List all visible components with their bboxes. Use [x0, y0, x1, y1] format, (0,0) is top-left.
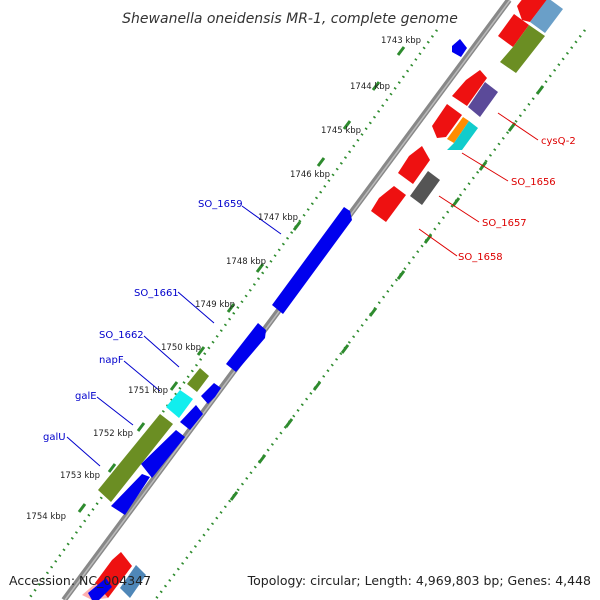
kbp-label: 1746 kbp: [290, 170, 330, 180]
kbp-label: 1748 kbp: [226, 257, 266, 267]
topology-text: Topology: circular; Length: 4,969,803 bp…: [247, 573, 591, 588]
kbp-label: 1754 kbp: [26, 512, 66, 522]
gene-label[interactable]: cysQ-2: [541, 136, 576, 147]
gene-label[interactable]: SO_1657: [482, 218, 527, 229]
gene-feature[interactable]: [111, 474, 150, 515]
gene-label[interactable]: SO_1659: [198, 199, 243, 210]
gene-feature[interactable]: [452, 70, 487, 106]
forward-gene-labels: SO_1659 SO_1661 SO_1662 napF galE galU: [43, 199, 243, 443]
gene-feature[interactable]: [187, 368, 209, 392]
gene-label[interactable]: SO_1662: [99, 330, 144, 341]
reverse-strand-genes: [82, 0, 563, 600]
gene-feature[interactable]: [432, 104, 462, 138]
kbp-label: 1743 kbp: [381, 36, 421, 46]
major-ticks-outer: [77, 46, 406, 513]
gene-feature[interactable]: [141, 430, 185, 478]
gene-label[interactable]: SO_1658: [458, 252, 503, 263]
gene-feature[interactable]: [410, 171, 440, 205]
gene-feature[interactable]: [180, 405, 203, 430]
gene-feature[interactable]: [226, 323, 266, 372]
gene-label[interactable]: SO_1656: [511, 177, 556, 188]
kbp-label: 1749 kbp: [195, 300, 235, 310]
kbp-label: 1744 kbp: [350, 82, 390, 92]
reverse-label-leaders: [418, 112, 539, 257]
major-ticks-inner: [229, 85, 545, 501]
gene-label[interactable]: napF: [99, 355, 124, 366]
gene-feature[interactable]: [498, 14, 529, 47]
gene-feature[interactable]: [500, 25, 545, 73]
outer-tick-ring: [26, 29, 439, 600]
gene-feature[interactable]: [201, 383, 221, 404]
gene-feature[interactable]: [272, 207, 352, 314]
gene-feature[interactable]: [468, 82, 498, 117]
gene-label[interactable]: SO_1661: [134, 288, 179, 299]
gene-feature[interactable]: [98, 414, 173, 502]
gene-feature[interactable]: [447, 117, 469, 143]
gene-feature[interactable]: [120, 565, 146, 598]
forward-strand-genes: [88, 39, 467, 600]
map-title: Shewanella oneidensis MR-1, complete gen…: [122, 11, 458, 27]
kbp-label: 1753 kbp: [60, 471, 100, 481]
accession-text: Accession: NC_004347: [9, 573, 151, 588]
kbp-label: 1751 kbp: [128, 386, 168, 396]
kbp-label: 1747 kbp: [258, 213, 298, 223]
gene-feature[interactable]: [447, 121, 478, 150]
gene-feature[interactable]: [371, 186, 406, 222]
gene-label[interactable]: galU: [43, 432, 66, 443]
forward-label-leaders: [66, 205, 282, 467]
kbp-label: 1750 kbp: [161, 343, 201, 353]
gene-feature[interactable]: [166, 390, 193, 418]
gene-label[interactable]: galE: [75, 391, 97, 402]
gene-feature[interactable]: [517, 0, 550, 22]
kbp-label: 1745 kbp: [321, 126, 361, 136]
kbp-label: 1752 kbp: [93, 429, 133, 439]
reverse-gene-labels: cysQ-2 SO_1656 SO_1657 SO_1658: [458, 136, 576, 263]
kbp-labels: 1743 kbp 1744 kbp 1745 kbp 1746 kbp 1747…: [26, 36, 421, 522]
gene-feature[interactable]: [398, 146, 430, 184]
gene-feature[interactable]: [88, 578, 112, 600]
gene-feature[interactable]: [452, 39, 467, 57]
gene-feature[interactable]: [530, 0, 563, 33]
